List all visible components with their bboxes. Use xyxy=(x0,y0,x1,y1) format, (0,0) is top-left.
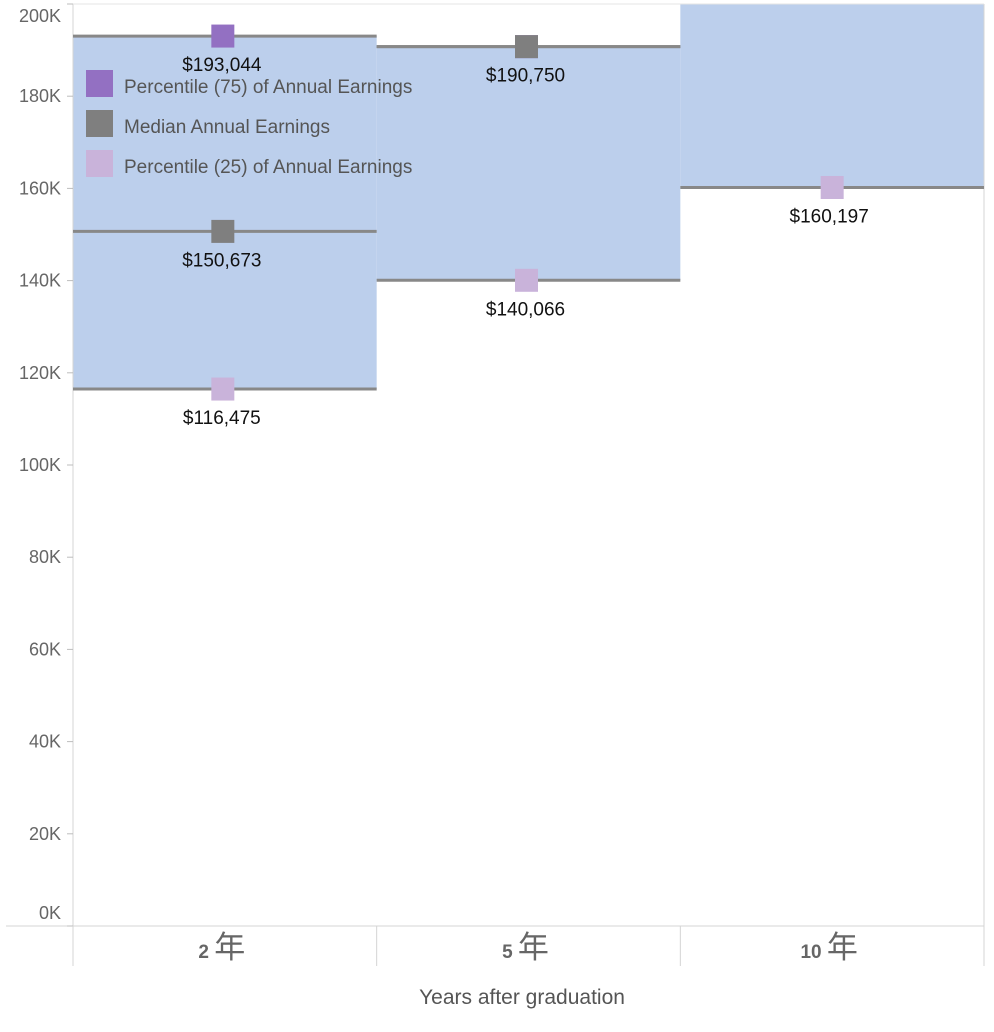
y-tick-label: 160K xyxy=(19,178,61,198)
y-axis: 0K 20K 40K 60K 80K 100K 120K 140K 160K 180K 200K xyxy=(19,3,73,927)
median-legend-swatch xyxy=(86,110,113,137)
iqr-band xyxy=(376,46,681,281)
band-layer xyxy=(73,4,984,390)
y-tick-label: 0K xyxy=(39,903,61,923)
y-tick-label: 180K xyxy=(19,86,61,106)
legend: Percentile (75) of Annual Earnings Median… xyxy=(86,70,412,178)
x-tick-number: 10 xyxy=(800,942,826,963)
y-tick-label: 80K xyxy=(29,547,61,567)
p25-data-label: $140,066 xyxy=(486,299,565,320)
p75-legend-swatch xyxy=(86,70,113,97)
x-axis-title: Years after graduation xyxy=(419,986,625,1009)
p25-legend-label: Percentile (25) of Annual Earnings xyxy=(124,157,412,178)
p25-legend-swatch xyxy=(86,150,113,177)
p75-data-label: $193,044 xyxy=(182,55,262,76)
y-tick-label: 100K xyxy=(19,455,61,475)
value-markers xyxy=(211,24,844,401)
p25-data-label: $116,475 xyxy=(183,408,261,429)
p75-marker xyxy=(211,24,235,48)
y-tick-label: 140K xyxy=(19,271,61,291)
median-legend-label: Median Annual Earnings xyxy=(124,117,330,138)
iqr-band xyxy=(680,4,984,188)
iqr-band xyxy=(73,36,377,390)
median-data-label: $150,673 xyxy=(182,250,261,271)
x-tick-label: 5 年 xyxy=(502,930,549,965)
x-tick-unit: 年 xyxy=(827,930,858,965)
p75-data-label: $190,750 xyxy=(486,66,565,87)
y-tick-label: 60K xyxy=(29,639,61,659)
p75-legend-label: Percentile (75) of Annual Earnings xyxy=(124,77,412,98)
y-tick-label: 40K xyxy=(29,732,61,752)
x-tick-unit: 年 xyxy=(214,930,245,965)
median-marker xyxy=(515,35,538,59)
p25-marker xyxy=(820,175,844,199)
data-labels: $193,044 $190,750 $150,673 $116,475 $140,066… xyxy=(182,55,869,429)
y-tick-label: 120K xyxy=(19,363,61,383)
x-tick-number: 2 xyxy=(198,942,214,963)
y-tick-label: 200K xyxy=(19,6,61,26)
median-marker xyxy=(211,219,235,243)
x-tick-label: 2 年 xyxy=(198,930,245,965)
x-tick-unit: 年 xyxy=(518,930,549,965)
p25-marker xyxy=(515,268,538,292)
x-tick-number: 5 xyxy=(502,942,518,963)
x-tick-label: 10 年 xyxy=(800,930,857,965)
p25-marker xyxy=(211,377,235,401)
y-tick-label: 20K xyxy=(29,824,61,844)
p25-data-label: $160,197 xyxy=(790,206,869,227)
